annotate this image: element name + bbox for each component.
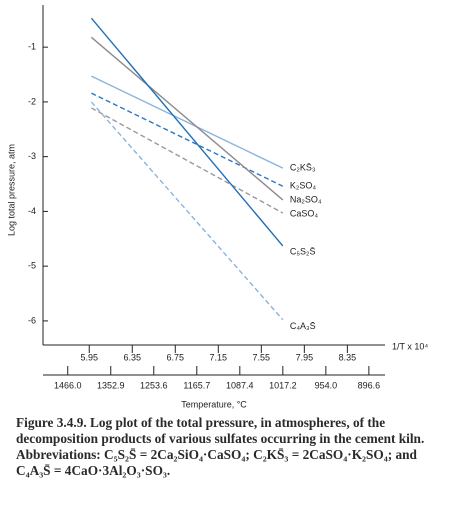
x-tick-label: 6.75 xyxy=(167,352,185,362)
x-tick-label: 6.35 xyxy=(123,352,141,362)
x2-axis-title: Temperature, °C xyxy=(181,399,247,409)
x2-tick-label: 1165.7 xyxy=(183,380,210,390)
x-tick-label: 7.15 xyxy=(210,352,228,362)
y-tick-label: -5 xyxy=(28,261,36,271)
x-axis-title: 1/T x 10⁴ xyxy=(392,341,428,351)
x2-tick-label: 1017.2 xyxy=(269,380,297,390)
x2-tick-label: 1352.9 xyxy=(97,380,125,390)
y-tick-label: -6 xyxy=(28,315,36,325)
series-line xyxy=(90,101,284,321)
series-line xyxy=(91,107,284,214)
line-label: C₄A₃S̄ xyxy=(290,321,316,331)
y-tick-label: -3 xyxy=(28,151,36,161)
series-line xyxy=(91,92,284,187)
line-label: C₂KS̄₃ xyxy=(290,163,316,173)
series-line xyxy=(90,36,284,201)
line-label: K₂SO₄ xyxy=(290,181,317,191)
line-label: CaSO₄ xyxy=(290,208,319,218)
x2-tick-label: 1466.0 xyxy=(54,380,82,390)
line-label: C₅S₂S̄ xyxy=(290,246,316,256)
y-axis-title: Log total pressure, atm xyxy=(6,144,16,236)
x-tick-label: 5.95 xyxy=(80,352,98,362)
chart: Log total pressure, atm 1/T x 10⁴ Temper… xyxy=(6,5,428,409)
x2-tick-label: 1087.4 xyxy=(226,380,254,390)
y-tick-label: -1 xyxy=(28,42,36,52)
x2-tick-label: 954.0 xyxy=(315,380,338,390)
series-line xyxy=(91,75,284,169)
line-label: Na₂SO₄ xyxy=(290,194,322,204)
x-tick-label: 8.35 xyxy=(339,352,357,362)
series-line xyxy=(90,17,284,247)
caption: Figure 3.4.9. Log plot of the total pres… xyxy=(16,415,425,478)
x2-tick-label: 896.6 xyxy=(358,380,381,390)
x-tick-label: 7.95 xyxy=(296,352,314,362)
x2-tick-label: 1253.6 xyxy=(140,380,168,390)
x-tick-label: 7.55 xyxy=(253,352,271,362)
y-tick-label: -2 xyxy=(28,96,36,106)
y-tick-label: -4 xyxy=(28,206,36,216)
